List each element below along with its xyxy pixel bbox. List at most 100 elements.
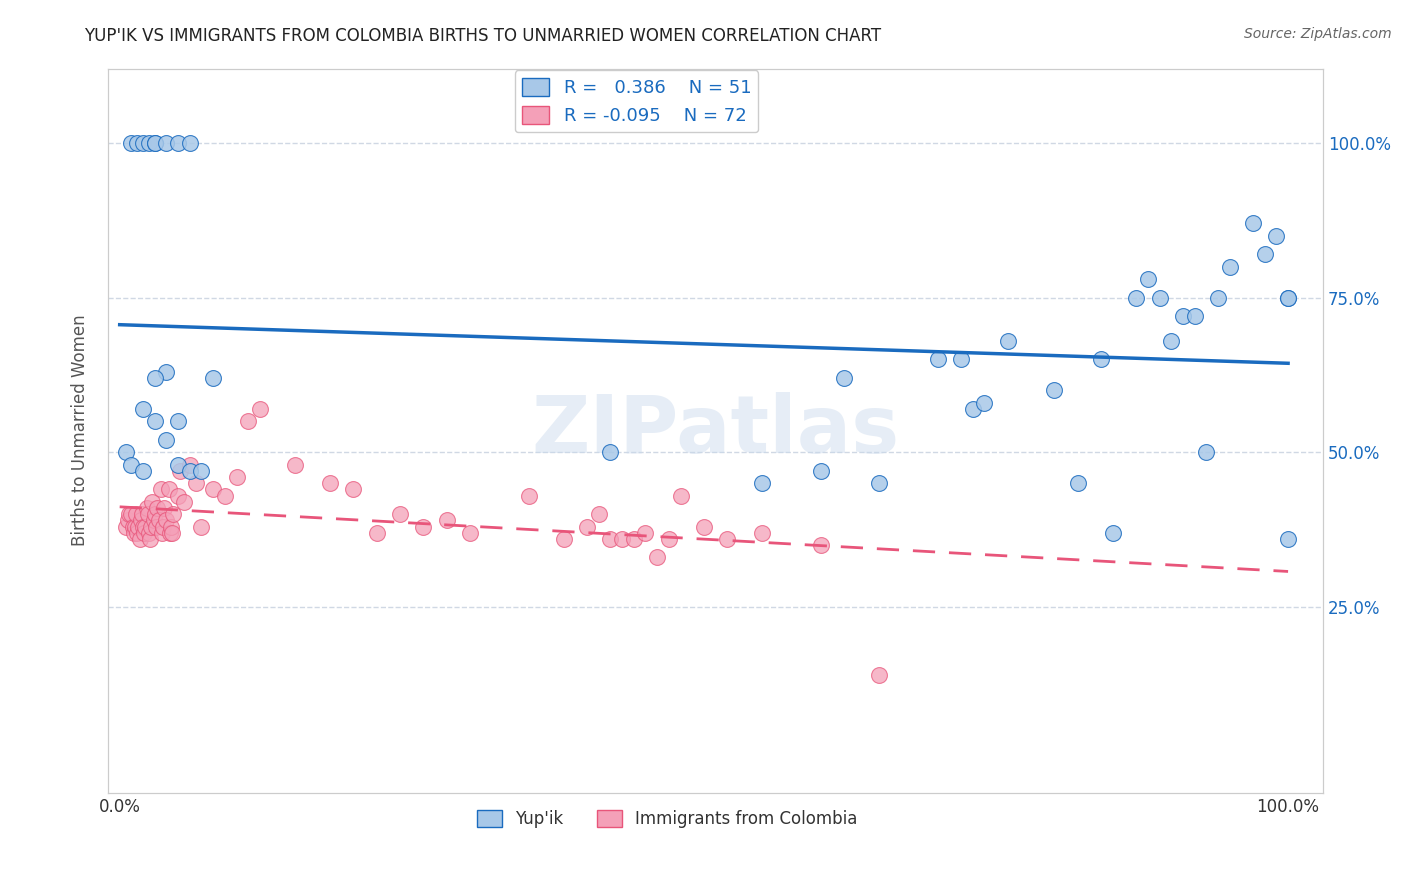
Point xyxy=(1277,291,1299,305)
Point xyxy=(249,401,271,416)
Point xyxy=(159,525,181,540)
Point xyxy=(553,532,575,546)
Point xyxy=(962,401,984,416)
Point xyxy=(366,525,388,540)
Point xyxy=(122,525,145,540)
Point xyxy=(139,532,162,546)
Point xyxy=(138,136,160,150)
Point xyxy=(599,532,621,546)
Point xyxy=(238,414,260,428)
Point xyxy=(184,476,207,491)
Point xyxy=(148,513,170,527)
Point xyxy=(1241,216,1264,230)
Point xyxy=(658,532,681,546)
Point xyxy=(141,519,163,533)
Point xyxy=(167,458,190,472)
Point xyxy=(121,519,143,533)
Point xyxy=(599,445,621,459)
Point xyxy=(157,483,180,497)
Point xyxy=(342,483,364,497)
Point xyxy=(155,365,177,379)
Point xyxy=(120,136,142,150)
Point xyxy=(173,495,195,509)
Point xyxy=(136,507,159,521)
Point xyxy=(832,371,855,385)
Point xyxy=(517,489,540,503)
Point xyxy=(132,401,155,416)
Point xyxy=(152,519,174,533)
Point xyxy=(319,476,342,491)
Point xyxy=(1265,228,1288,243)
Point xyxy=(141,495,163,509)
Point xyxy=(153,500,176,515)
Point xyxy=(155,513,177,527)
Point xyxy=(973,395,995,409)
Point xyxy=(169,464,191,478)
Point xyxy=(129,513,152,527)
Point xyxy=(436,513,458,527)
Point xyxy=(1067,476,1090,491)
Point xyxy=(120,458,142,472)
Point xyxy=(155,433,177,447)
Point xyxy=(1149,291,1171,305)
Point xyxy=(132,464,155,478)
Point xyxy=(138,525,160,540)
Point xyxy=(146,500,169,515)
Point xyxy=(127,519,149,533)
Point xyxy=(1171,309,1194,323)
Point xyxy=(623,532,645,546)
Point xyxy=(190,464,212,478)
Point xyxy=(135,500,157,515)
Point xyxy=(458,525,481,540)
Point xyxy=(693,519,716,533)
Point xyxy=(134,525,156,540)
Point xyxy=(145,519,167,533)
Text: Source: ZipAtlas.com: Source: ZipAtlas.com xyxy=(1244,27,1392,41)
Legend: Yup'ik, Immigrants from Colombia: Yup'ik, Immigrants from Colombia xyxy=(470,804,863,835)
Point xyxy=(150,525,173,540)
Point xyxy=(142,513,165,527)
Point xyxy=(117,513,139,527)
Point xyxy=(190,519,212,533)
Point xyxy=(810,464,832,478)
Point xyxy=(868,668,890,682)
Point xyxy=(1277,291,1299,305)
Point xyxy=(1206,291,1229,305)
Point xyxy=(149,483,172,497)
Point xyxy=(284,458,307,472)
Point xyxy=(179,136,201,150)
Point xyxy=(1090,352,1112,367)
Point xyxy=(128,532,150,546)
Point xyxy=(1101,525,1123,540)
Point xyxy=(949,352,972,367)
Point xyxy=(124,519,146,533)
Point xyxy=(132,136,155,150)
Point xyxy=(118,507,141,521)
Y-axis label: Births to Unmarried Women: Births to Unmarried Women xyxy=(72,315,89,547)
Point xyxy=(114,445,136,459)
Point xyxy=(225,470,247,484)
Point xyxy=(412,519,434,533)
Point xyxy=(127,136,149,150)
Point xyxy=(1219,260,1241,274)
Point xyxy=(389,507,412,521)
Point xyxy=(645,550,668,565)
Point xyxy=(1043,384,1066,398)
Point xyxy=(751,476,773,491)
Point xyxy=(162,525,184,540)
Point xyxy=(162,507,184,521)
Point xyxy=(167,136,190,150)
Point xyxy=(1125,291,1147,305)
Point xyxy=(179,458,201,472)
Point xyxy=(155,136,177,150)
Point xyxy=(120,507,142,521)
Point xyxy=(588,507,610,521)
Point xyxy=(167,489,190,503)
Point xyxy=(997,334,1019,348)
Text: YUP'IK VS IMMIGRANTS FROM COLOMBIA BIRTHS TO UNMARRIED WOMEN CORRELATION CHART: YUP'IK VS IMMIGRANTS FROM COLOMBIA BIRTH… xyxy=(84,27,882,45)
Point xyxy=(927,352,949,367)
Point xyxy=(634,525,657,540)
Point xyxy=(167,414,190,428)
Point xyxy=(1136,272,1159,286)
Point xyxy=(143,371,166,385)
